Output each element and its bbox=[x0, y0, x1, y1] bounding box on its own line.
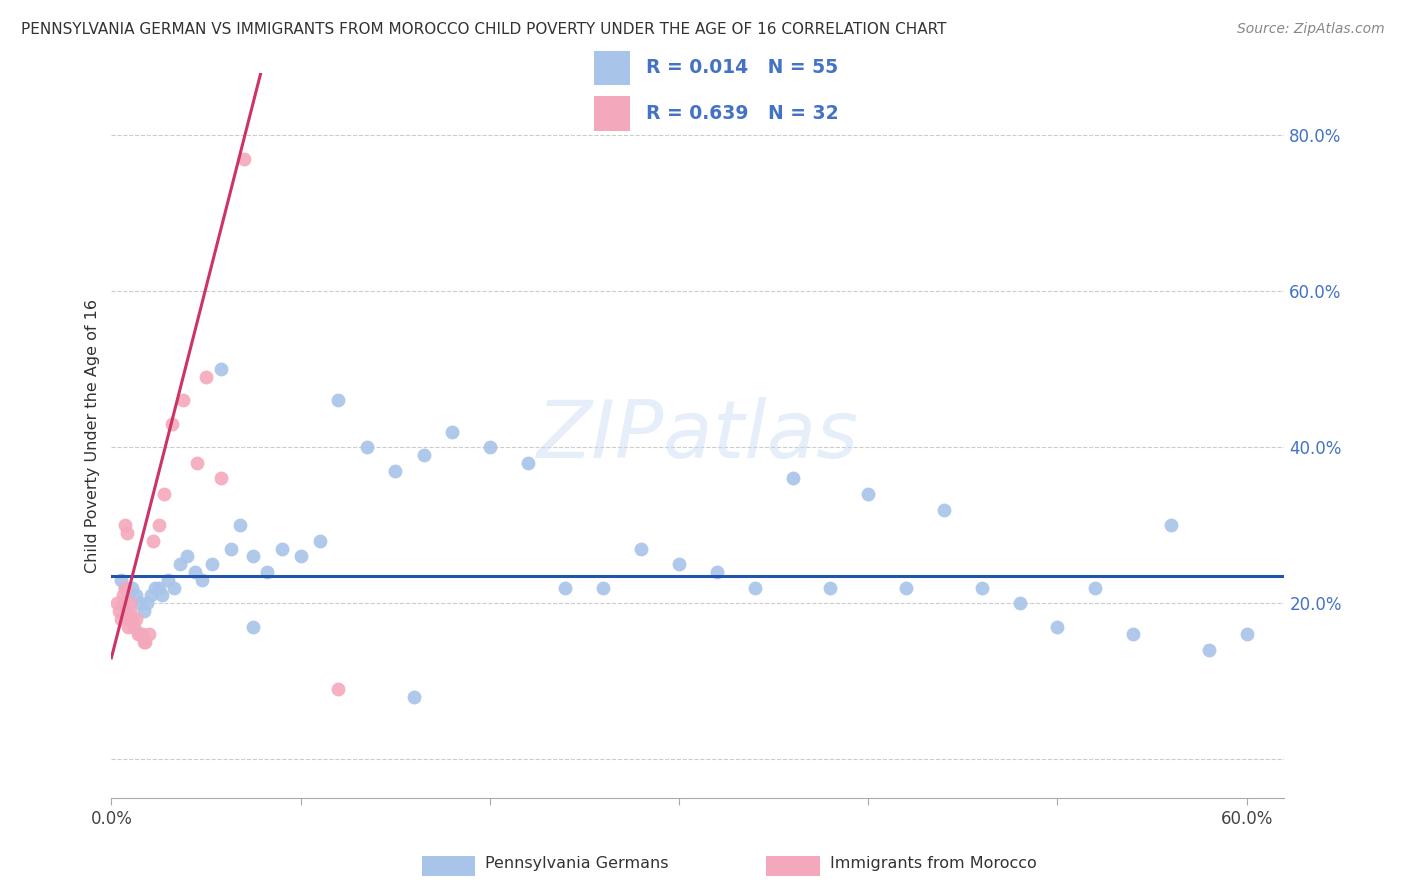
Point bbox=[114, 518, 136, 533]
Point bbox=[232, 152, 254, 166]
Point bbox=[1046, 619, 1069, 633]
Point bbox=[132, 635, 155, 649]
Point bbox=[256, 565, 278, 579]
FancyBboxPatch shape bbox=[593, 95, 630, 130]
Point bbox=[134, 635, 156, 649]
Point bbox=[820, 581, 842, 595]
Y-axis label: Child Poverty Under the Age of 16: Child Poverty Under the Age of 16 bbox=[86, 299, 100, 573]
Point bbox=[404, 690, 426, 704]
Point bbox=[356, 440, 378, 454]
Point bbox=[270, 541, 292, 556]
Point bbox=[110, 573, 132, 587]
Point bbox=[132, 604, 155, 618]
Point bbox=[139, 588, 162, 602]
Point bbox=[1198, 643, 1220, 657]
Point bbox=[127, 627, 149, 641]
Point bbox=[229, 518, 252, 533]
Point bbox=[242, 549, 264, 564]
Point bbox=[148, 581, 170, 595]
Point bbox=[191, 573, 214, 587]
Text: Pennsylvania Germans: Pennsylvania Germans bbox=[485, 856, 669, 871]
Point bbox=[970, 581, 993, 595]
Text: Source: ZipAtlas.com: Source: ZipAtlas.com bbox=[1237, 22, 1385, 37]
Point bbox=[125, 588, 148, 602]
Point bbox=[108, 604, 131, 618]
FancyBboxPatch shape bbox=[593, 51, 630, 86]
Point bbox=[114, 581, 136, 595]
Point bbox=[782, 471, 804, 485]
Text: R = 0.639   N = 32: R = 0.639 N = 32 bbox=[645, 103, 838, 123]
Point bbox=[1236, 627, 1258, 641]
Point bbox=[114, 581, 136, 595]
Point bbox=[115, 526, 138, 541]
Text: ZIPatlas: ZIPatlas bbox=[537, 397, 859, 475]
Point bbox=[122, 619, 145, 633]
Point bbox=[554, 581, 576, 595]
Text: Immigrants from Morocco: Immigrants from Morocco bbox=[830, 856, 1036, 871]
Point bbox=[384, 464, 406, 478]
Point bbox=[136, 596, 159, 610]
Point bbox=[219, 541, 242, 556]
Point bbox=[163, 581, 186, 595]
Point bbox=[630, 541, 652, 556]
Point bbox=[242, 619, 264, 633]
Point bbox=[1008, 596, 1031, 610]
Point bbox=[128, 627, 150, 641]
Point bbox=[169, 558, 191, 572]
Point bbox=[117, 619, 139, 633]
Point bbox=[440, 425, 463, 439]
Point bbox=[120, 604, 142, 618]
Point bbox=[121, 612, 143, 626]
Text: PENNSYLVANIA GERMAN VS IMMIGRANTS FROM MOROCCO CHILD POVERTY UNDER THE AGE OF 16: PENNSYLVANIA GERMAN VS IMMIGRANTS FROM M… bbox=[21, 22, 946, 37]
Point bbox=[195, 370, 218, 384]
Point bbox=[120, 596, 142, 610]
Point bbox=[744, 581, 766, 595]
Point bbox=[592, 581, 614, 595]
Point bbox=[183, 565, 205, 579]
Point bbox=[117, 612, 139, 626]
Point bbox=[209, 471, 232, 485]
Point bbox=[856, 487, 879, 501]
Point bbox=[138, 627, 160, 641]
Point bbox=[128, 596, 150, 610]
Point bbox=[121, 581, 143, 595]
Point bbox=[142, 533, 165, 548]
Point bbox=[478, 440, 501, 454]
Text: R = 0.014   N = 55: R = 0.014 N = 55 bbox=[645, 59, 838, 78]
Point bbox=[172, 393, 194, 408]
Point bbox=[668, 558, 690, 572]
Point bbox=[201, 558, 224, 572]
Point bbox=[1160, 518, 1182, 533]
Point bbox=[111, 588, 134, 602]
Point bbox=[160, 417, 183, 431]
Point bbox=[125, 612, 148, 626]
Point bbox=[105, 596, 128, 610]
Point bbox=[516, 456, 538, 470]
Point bbox=[115, 604, 138, 618]
Point bbox=[328, 681, 350, 696]
Point bbox=[111, 596, 134, 610]
Point bbox=[308, 533, 330, 548]
Point bbox=[209, 362, 232, 376]
Point bbox=[932, 502, 955, 516]
Point bbox=[894, 581, 917, 595]
Point bbox=[1122, 627, 1144, 641]
Point bbox=[131, 627, 153, 641]
Point bbox=[143, 581, 166, 595]
Point bbox=[152, 588, 174, 602]
Point bbox=[157, 573, 180, 587]
Point bbox=[706, 565, 728, 579]
Point bbox=[186, 456, 208, 470]
Point bbox=[148, 518, 170, 533]
Point bbox=[176, 549, 198, 564]
Point bbox=[117, 588, 139, 602]
Point bbox=[110, 612, 132, 626]
Point bbox=[412, 448, 434, 462]
Point bbox=[290, 549, 312, 564]
Point bbox=[153, 487, 176, 501]
Point bbox=[1084, 581, 1107, 595]
Point bbox=[328, 393, 350, 408]
